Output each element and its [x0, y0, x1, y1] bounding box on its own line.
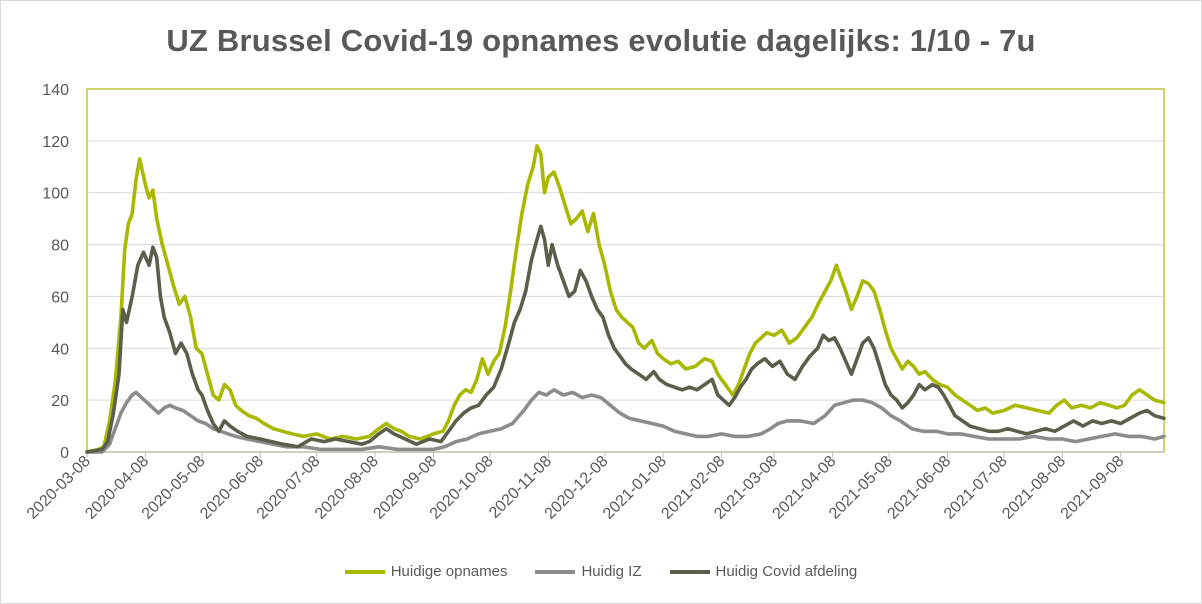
y-tick-label: 60	[51, 289, 69, 306]
legend-label: Huidig Covid afdeling	[715, 563, 858, 580]
y-tick-label: 80	[51, 238, 69, 255]
x-tick-label: 2021-09-08	[1058, 453, 1128, 523]
y-tick-label: 40	[51, 341, 69, 358]
legend: Huidige opnames Huidig IZ Huidig Covid afd…	[1, 563, 1201, 580]
y-tick-label: 140	[42, 82, 69, 99]
legend-item: Huidig Covid afdeling	[669, 563, 858, 580]
legend-swatch	[669, 569, 710, 574]
legend-item: Huidige opnames	[344, 563, 508, 580]
series-line	[85, 144, 1166, 454]
legend-label: Huidige opnames	[390, 563, 508, 580]
y-tick-label: 100	[42, 186, 69, 203]
legend-label: Huidig IZ	[581, 563, 642, 580]
y-tick-label: 20	[51, 393, 69, 410]
plot-border	[86, 88, 1165, 453]
series-line	[85, 387, 1166, 454]
y-tick-label: 120	[42, 134, 69, 151]
legend-swatch	[535, 569, 576, 574]
chart-title: UZ Brussel Covid-19 opnames evolutie dag…	[166, 23, 1036, 58]
series-line	[85, 224, 1166, 454]
y-tick-label: 0	[60, 445, 69, 462]
legend-item: Huidig IZ	[535, 563, 642, 580]
legend-swatch	[344, 569, 385, 574]
